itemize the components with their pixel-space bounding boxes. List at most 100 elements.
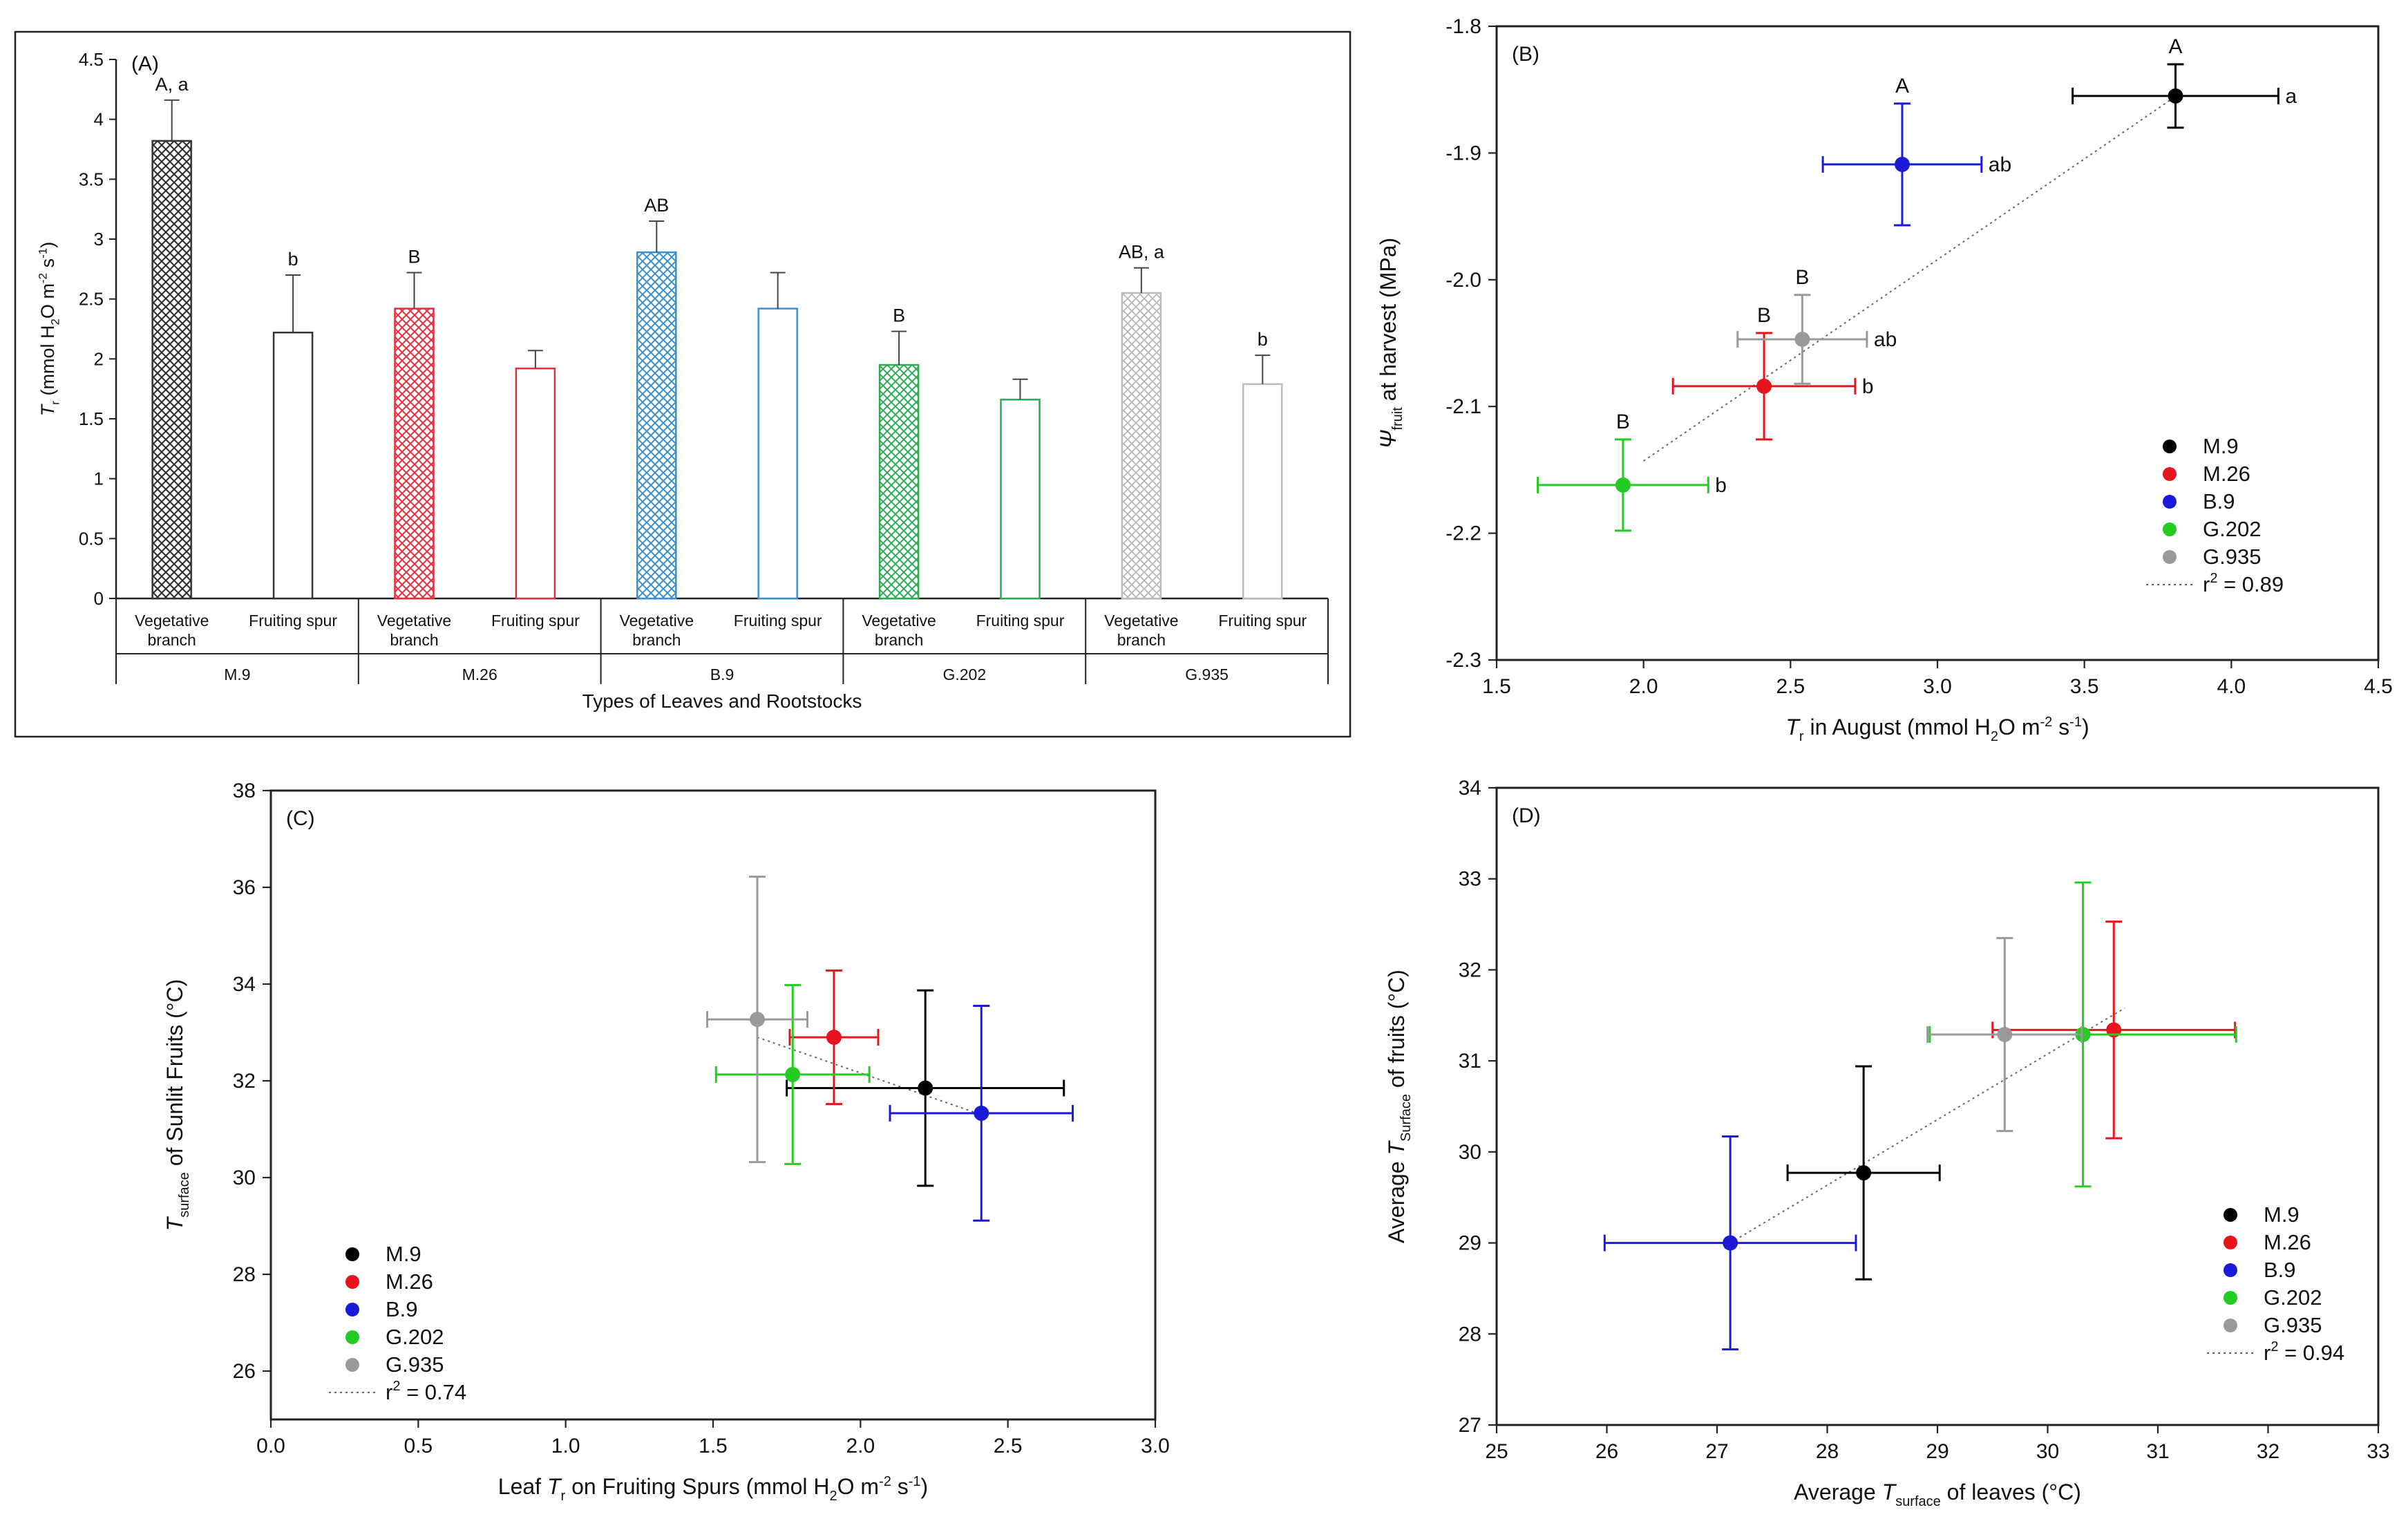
x-category-label: branch: [632, 631, 681, 649]
x-tick-label: 4.5: [2364, 675, 2393, 698]
x-tick-label: 0.0: [256, 1435, 285, 1457]
legend-marker: [2163, 467, 2177, 481]
regression-line: [1729, 1007, 2125, 1244]
legend-marker: [2163, 495, 2177, 509]
x-tick-label: 1.0: [551, 1435, 580, 1457]
x-tick-label: 31: [2146, 1440, 2169, 1463]
x-tick-label: 3.0: [1141, 1435, 1170, 1457]
panel-a-y-tick-label: 0: [94, 588, 104, 609]
x-tick-label: 30: [2036, 1440, 2059, 1463]
panel-a-y-tick-label: 1.5: [79, 408, 104, 429]
legend-label: G.935: [2203, 545, 2261, 569]
regression-line: [757, 1037, 982, 1115]
panel-label: (C): [286, 807, 315, 830]
legend-marker: [2224, 1319, 2237, 1332]
point-significance-label: B: [1616, 410, 1630, 433]
x-category-label: Vegetative: [620, 612, 694, 630]
x-axis-title: Tr in August (mmol H2O m-2 s-1): [1785, 715, 2089, 744]
x-tick-label: 4.0: [2217, 675, 2246, 698]
y-tick-label: 32: [1459, 959, 1481, 981]
bar: [272, 331, 314, 600]
x-category-label: Fruiting spur: [976, 612, 1065, 630]
x-tick-label: 25: [1485, 1440, 1508, 1463]
point-significance-label: B: [1757, 304, 1771, 327]
y-tick-label: -2.0: [1445, 269, 1481, 292]
x-tick-label: 26: [1595, 1440, 1618, 1463]
panel-a-y-tick-label: 2: [94, 348, 104, 369]
group-label: M.26: [462, 665, 497, 683]
x-tick-label: 32: [2257, 1440, 2279, 1463]
data-point: [826, 1030, 842, 1045]
legend-label: M.9: [2203, 434, 2239, 458]
legend-marker: [345, 1330, 359, 1344]
regression-line: [1643, 97, 2173, 462]
legend-marker: [2163, 522, 2177, 536]
bar: [1000, 399, 1041, 600]
legend-marker: [2224, 1291, 2237, 1305]
group-label: G.202: [942, 665, 986, 683]
panel-a-y-tick-label: 3.5: [79, 169, 104, 189]
panel-a-y-tick-label: 4: [94, 109, 104, 130]
x-tick-label: 3.0: [1923, 675, 1952, 698]
x-tick-label: 33: [2367, 1440, 2389, 1463]
x-category-label: Vegetative: [135, 612, 209, 630]
x-category-label: branch: [390, 631, 438, 649]
legend-marker: [345, 1247, 359, 1261]
legend-marker: [2163, 550, 2177, 564]
bar-significance-label: b: [288, 249, 298, 270]
point-significance-label: ab: [1874, 328, 1897, 351]
y-tick-label: 26: [233, 1360, 256, 1383]
bar: [515, 367, 556, 600]
point-significance-label: ab: [1989, 153, 2011, 176]
x-category-label: Fruiting spur: [491, 612, 580, 630]
legend-label: M.26: [2264, 1230, 2311, 1254]
point-significance-label: b: [1862, 375, 1874, 398]
legend-label: G.935: [386, 1352, 444, 1377]
y-tick-label: 32: [233, 1070, 256, 1093]
x-tick-label: 2.0: [846, 1435, 875, 1457]
legend-label: G.202: [2203, 517, 2261, 541]
legend-label: M.9: [386, 1242, 421, 1266]
bar: [636, 251, 677, 600]
data-point: [750, 1012, 765, 1028]
point-significance-label: a: [2285, 85, 2297, 108]
x-category-label: branch: [1117, 631, 1166, 649]
bar-significance-label: AB: [644, 195, 669, 216]
panel-a-border: [14, 30, 1352, 738]
y-tick-label: -1.8: [1445, 15, 1481, 38]
legend-marker: [2163, 440, 2177, 453]
panel-label: (B): [1512, 43, 1539, 66]
data-point: [1856, 1165, 1872, 1181]
y-tick-label: -2.3: [1445, 649, 1481, 672]
panel-b-scatter: 1.5 2.0 2.5 3.0 3.5 4.0 4.5 -2.3 -2.2 -2.1 -2.0 -1.…: [1376, 15, 2393, 744]
bar-significance-label: AB, a: [1119, 242, 1165, 263]
y-axis-title: Tsurface of Sunlit Fruits (°C): [162, 979, 192, 1231]
x-category-label: Fruiting spur: [1218, 612, 1307, 630]
x-tick-label: 2.0: [1629, 675, 1658, 698]
x-category-label: branch: [148, 631, 196, 649]
x-tick-label: 2.5: [994, 1435, 1023, 1457]
point-significance-label: A: [2169, 35, 2183, 58]
group-label: M.9: [224, 665, 250, 683]
point-significance-label: A: [1895, 75, 1909, 97]
data-point: [2075, 1026, 2091, 1042]
data-point: [974, 1105, 989, 1121]
x-tick-label: 3.5: [2070, 675, 2099, 698]
bar-significance-label: b: [1258, 329, 1268, 350]
x-category-label: Vegetative: [862, 612, 936, 630]
y-axis-title: Average TSurface of fruits (°C): [1384, 970, 1414, 1243]
y-tick-label: 27: [1459, 1414, 1481, 1437]
panel-label: (D): [1512, 804, 1541, 827]
x-category-label: Fruiting spur: [734, 612, 822, 630]
data-point: [1756, 378, 1772, 394]
x-category-label: branch: [875, 631, 923, 649]
legend-label: G.202: [386, 1325, 444, 1349]
y-tick-label: 30: [233, 1167, 256, 1189]
panel-a-y-tick-label: 0.5: [79, 528, 104, 549]
point-significance-label: b: [1715, 474, 1727, 497]
y-tick-label: 28: [1459, 1323, 1481, 1346]
y-tick-label: -2.1: [1445, 395, 1481, 418]
x-category-label: Fruiting spur: [249, 612, 337, 630]
panel-a-y-tick-label: 4.5: [79, 49, 104, 70]
bar: [151, 140, 192, 600]
